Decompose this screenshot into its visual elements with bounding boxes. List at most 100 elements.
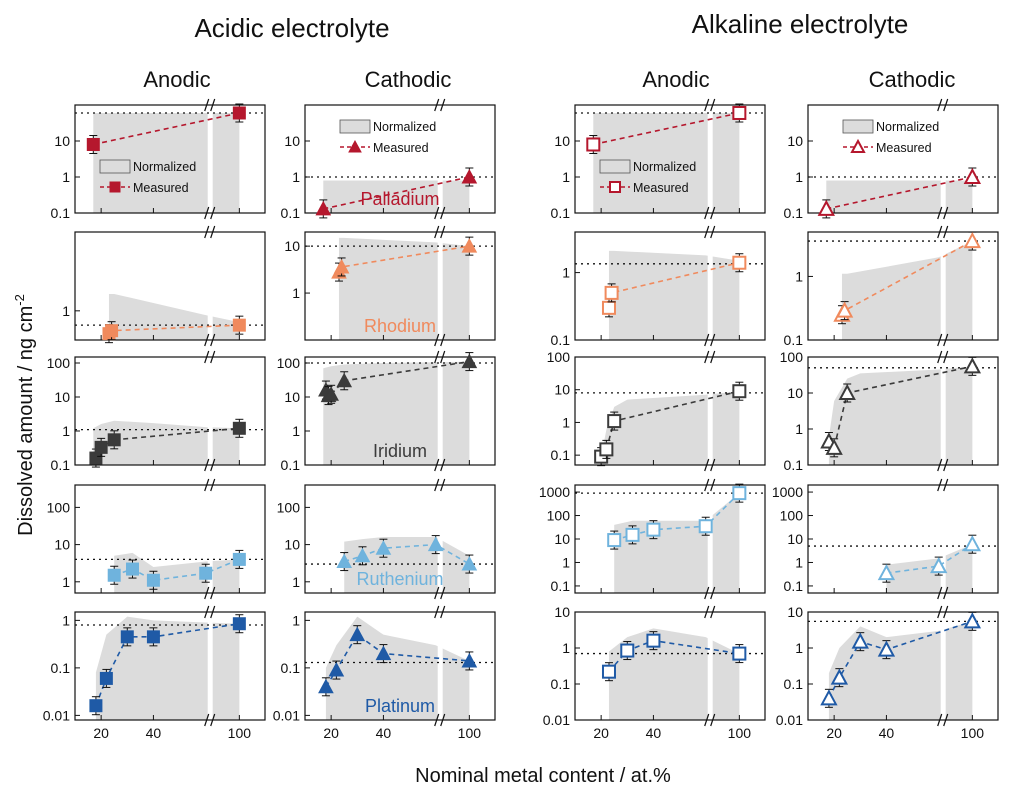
measured-point xyxy=(461,168,478,184)
y-tick-label: 1000 xyxy=(539,484,570,500)
panel-frame xyxy=(574,104,766,214)
measured-point xyxy=(349,626,366,642)
y-tick-label: 1 xyxy=(795,554,803,570)
break-mark xyxy=(440,605,446,619)
measured-point xyxy=(851,632,869,649)
measured-point xyxy=(586,137,601,152)
axis-break-gap xyxy=(437,105,443,213)
measured-point xyxy=(375,540,392,555)
y-tick-label: 10 xyxy=(284,537,300,553)
panel-ruthenium-alkaline-cathodic: 0.1 1 10 100 1000 xyxy=(772,478,999,600)
measured-point xyxy=(232,421,246,435)
break-mark xyxy=(710,206,716,220)
y-tick-label: 1 xyxy=(562,169,570,185)
break-mark xyxy=(204,98,210,112)
legend-measured-marker xyxy=(850,138,866,153)
measured-point xyxy=(315,200,332,216)
break-mark xyxy=(710,333,716,347)
panel-frame xyxy=(304,104,496,214)
panel-rhodium-alkaline-anodic: 0.11 xyxy=(551,225,766,348)
panel-frame xyxy=(74,356,266,466)
break-mark xyxy=(710,98,716,112)
panel-iridium-acidic-cathodic: 0.1 1 10 100 Iridium xyxy=(277,350,496,473)
break-mark xyxy=(937,206,943,220)
break-mark xyxy=(710,605,716,619)
break-mark xyxy=(704,458,710,472)
break-mark xyxy=(943,225,949,239)
measured-point xyxy=(232,106,246,120)
measured-point xyxy=(120,630,134,644)
axis-break-gap xyxy=(707,612,713,720)
measured-point xyxy=(328,662,345,677)
column-title-alkaline-cathodic: Cathodic xyxy=(869,67,956,92)
y-tick-label: 1 xyxy=(292,574,300,590)
y-tick-label: 10 xyxy=(54,537,70,553)
normalized-area xyxy=(325,616,470,720)
measured-point xyxy=(199,566,213,580)
axis-break-gap xyxy=(940,105,946,213)
measured-point xyxy=(646,633,661,648)
break-mark xyxy=(710,225,716,239)
y-tick-label: 0.1 xyxy=(551,332,571,348)
axis-break-gap xyxy=(207,232,213,340)
panel-frame xyxy=(807,356,999,466)
break-mark xyxy=(710,458,716,472)
legend: Normalized Measured xyxy=(99,159,196,195)
legend-measured-text: Measured xyxy=(133,181,189,195)
break-mark xyxy=(434,333,440,347)
measured-point xyxy=(232,552,246,566)
x-tick-label: 40 xyxy=(646,725,662,741)
y-tick-label: 1 xyxy=(62,169,70,185)
y-tick-label: 10 xyxy=(284,389,300,405)
legend-measured-text: Measured xyxy=(373,141,429,155)
break-mark xyxy=(204,225,210,239)
panel-frame xyxy=(74,484,266,594)
break-mark xyxy=(204,605,210,619)
axis-break-gap xyxy=(707,232,713,340)
y-tick-label: 10 xyxy=(54,133,70,149)
axis-break-gap xyxy=(940,357,946,465)
break-mark xyxy=(434,225,440,239)
measured-point xyxy=(126,562,140,576)
axis-break-gap xyxy=(437,232,443,340)
normalized-area xyxy=(841,241,973,340)
measured-line xyxy=(343,543,470,565)
measured-point xyxy=(817,199,835,216)
break-mark xyxy=(204,713,210,727)
panel-palladium-acidic-anodic: 0.1 1 10 Normalized Measured xyxy=(51,98,266,221)
break-mark xyxy=(440,333,446,347)
y-tick-label: 10 xyxy=(787,385,803,401)
axis-break-gap xyxy=(437,612,443,720)
y-tick-label: 10 xyxy=(787,133,803,149)
measured-point xyxy=(963,535,982,552)
measured-point xyxy=(94,440,108,454)
y-tick-label: 1 xyxy=(292,423,300,439)
break-mark xyxy=(937,225,943,239)
break-mark xyxy=(943,333,949,347)
panel-palladium-acidic-cathodic: 0.1 1 10 Palladium Normalized Measured xyxy=(281,98,496,221)
break-mark xyxy=(943,586,949,600)
y-tick-label: 0.01 xyxy=(776,712,803,728)
panel-frame xyxy=(304,611,496,721)
measured-line xyxy=(95,427,240,459)
panel-frame xyxy=(807,231,999,341)
group-title-acidic: Acidic electrolyte xyxy=(194,13,389,43)
y-tick-label: 10 xyxy=(787,604,803,620)
measured-line xyxy=(608,261,740,308)
break-mark xyxy=(210,225,216,239)
y-tick-label: 0.01 xyxy=(43,707,70,723)
y-tick-label: 10 xyxy=(787,531,803,547)
measured-point xyxy=(698,519,713,534)
x-tick-label: 100 xyxy=(961,725,985,741)
break-mark xyxy=(440,98,446,112)
y-tick-label: 0.1 xyxy=(784,676,804,692)
legend-measured-text: Measured xyxy=(633,181,689,195)
column-title-acidic-anodic: Anodic xyxy=(143,67,210,92)
measured-point xyxy=(146,630,160,644)
column-title-alkaline-anodic: Anodic xyxy=(642,67,709,92)
break-mark xyxy=(943,206,949,220)
break-mark xyxy=(710,478,716,492)
panel-frame xyxy=(574,611,766,721)
break-mark xyxy=(440,478,446,492)
y-tick-label: 100 xyxy=(780,349,804,365)
